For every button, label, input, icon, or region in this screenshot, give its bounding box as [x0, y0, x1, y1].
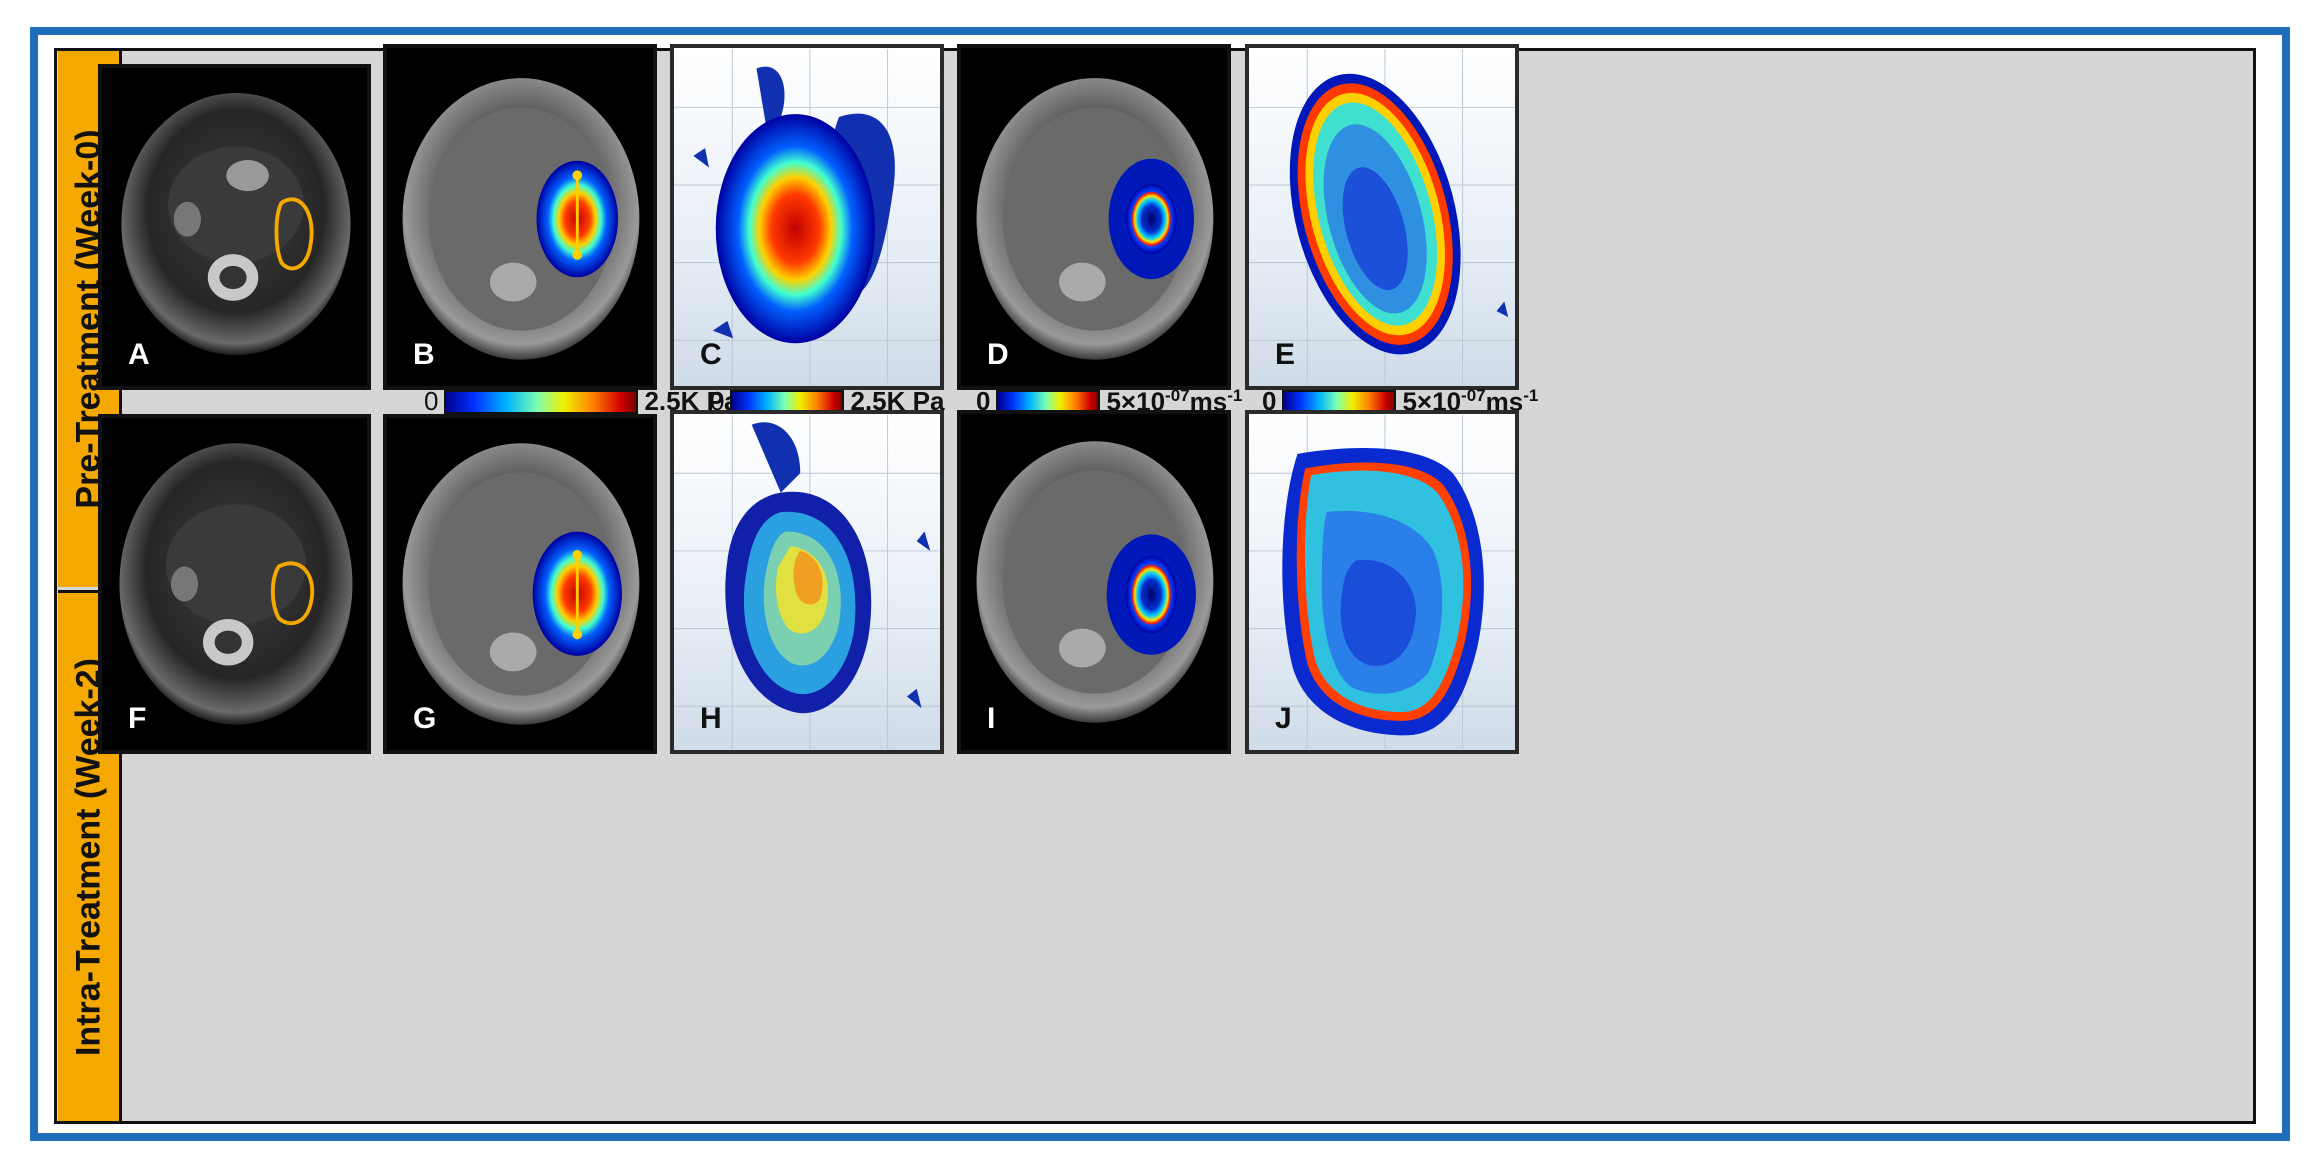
panel-j-3d-permeability: J — [1245, 410, 1519, 754]
figure-outer-frame — [30, 27, 2290, 1141]
colorbar-stiffness-b: 0 2.5K Pa — [424, 386, 738, 417]
colorbar-min: 0 — [710, 386, 725, 416]
panel-label: E — [1275, 338, 1296, 371]
panel-i-permeability-overlay: I — [957, 410, 1231, 754]
panel-label: D — [987, 338, 1009, 371]
colorbar-max-unit-exp: -1 — [1227, 386, 1243, 405]
panel-b-stiffness-overlay: B — [383, 44, 657, 390]
panel-a-mri-t2: A — [98, 64, 371, 390]
colorbar-min: 0 — [1262, 386, 1277, 417]
tumor-boundary — [274, 197, 314, 271]
colorbar-gradient — [1282, 389, 1397, 414]
panel-label: H — [700, 702, 722, 735]
panel-f-mri-t2: F — [98, 414, 371, 754]
colorbar-gradient — [444, 389, 639, 414]
panel-h-3d-stiffness: H — [670, 410, 944, 754]
colorbar-max-exp: -07 — [1461, 386, 1486, 405]
panel-c-3d-stiffness: C — [670, 44, 944, 390]
panel-label: A — [128, 338, 150, 371]
panel-label: J — [1275, 702, 1292, 735]
panel-label: F — [128, 702, 147, 735]
tumor-boundary — [270, 561, 315, 626]
panel-label: C — [700, 338, 722, 371]
panel-e-3d-permeability: E — [1245, 44, 1519, 390]
colorbar-max-exp: -07 — [1165, 386, 1190, 405]
panel-label: G — [413, 702, 437, 735]
panel-g-stiffness-overlay: G — [383, 414, 657, 754]
panel-d-permeability-overlay: D — [957, 44, 1231, 390]
colorbar-min: 0 — [424, 386, 439, 416]
colorbar-max-unit-exp: -1 — [1523, 386, 1539, 405]
panel-label: B — [413, 338, 435, 371]
panel-label: I — [987, 702, 996, 735]
colorbar-min: 0 — [976, 386, 991, 417]
